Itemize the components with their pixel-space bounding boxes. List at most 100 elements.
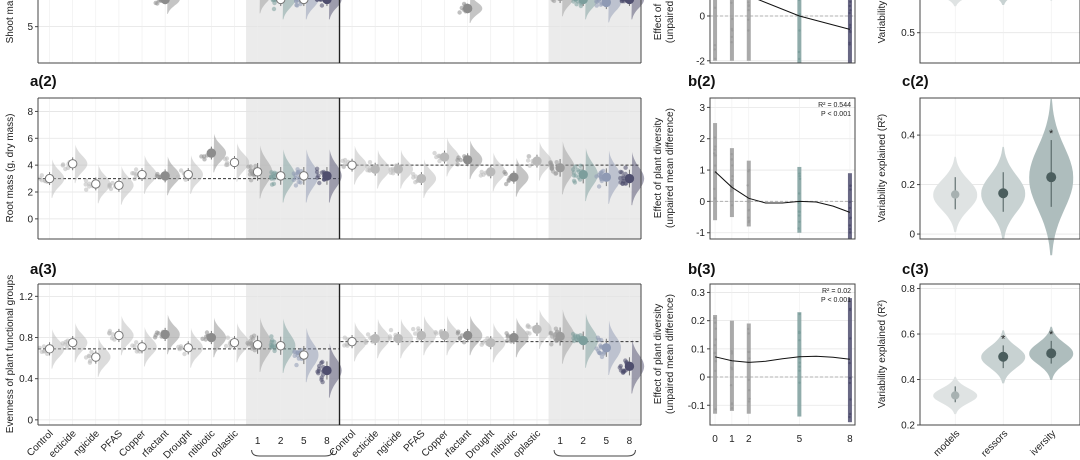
significance-star: * <box>1049 329 1054 341</box>
raw-point <box>314 169 320 175</box>
data-point-column <box>797 166 802 233</box>
raw-point <box>554 160 559 165</box>
x-tick-label: 5 <box>604 436 610 447</box>
y-tick-label: 0.4 <box>901 375 915 386</box>
raw-point <box>459 5 464 11</box>
mean-point <box>439 330 450 341</box>
data-point <box>747 18 750 21</box>
data-point <box>747 209 750 212</box>
mean-point <box>555 163 565 173</box>
raw-point <box>225 335 230 340</box>
raw-point <box>342 335 347 340</box>
data-point <box>747 389 751 392</box>
mean-point <box>1046 172 1057 183</box>
violin-shape <box>492 152 506 192</box>
y-tick-label: 0.2 <box>901 421 915 432</box>
violin-shape <box>446 137 460 177</box>
violin-shape <box>515 317 529 358</box>
raw-point <box>413 331 418 336</box>
data-point <box>798 339 801 342</box>
raw-point <box>269 339 274 345</box>
mean-point <box>160 171 170 181</box>
violin-shape <box>74 322 88 363</box>
plot-frame <box>709 97 856 240</box>
raw-point <box>571 167 576 172</box>
data-point <box>849 216 852 219</box>
raw-point <box>365 168 370 173</box>
raw-point <box>458 157 463 163</box>
raw-point <box>314 0 320 2</box>
data-point <box>730 402 734 405</box>
data-point <box>714 145 717 148</box>
mean-point <box>276 0 286 5</box>
x-tick-label: 8 <box>627 436 633 447</box>
y-tick-label: 0.4 <box>901 131 915 142</box>
mean-point <box>951 190 960 199</box>
violin-shape <box>469 140 483 180</box>
data-point <box>713 148 716 151</box>
mean-point <box>44 173 55 184</box>
y-tick-label: 4 <box>27 161 33 172</box>
x-tick-label: iversity <box>1029 428 1059 458</box>
raw-point <box>527 163 532 168</box>
raw-point <box>437 158 442 164</box>
raw-point <box>455 158 460 163</box>
panel-c3: * * 0.2 0.4 0.6 0.8 Variability explained (R²)… <box>877 283 1080 459</box>
y-axis-title: Variability <box>877 1 888 44</box>
mean-point <box>578 169 588 180</box>
data-point <box>848 43 851 46</box>
data-point <box>849 337 852 340</box>
mean-point <box>299 0 309 5</box>
fit-curve <box>757 0 851 30</box>
data-point <box>797 210 801 213</box>
stat-p: P < 0.001 <box>821 111 851 118</box>
raw-point <box>342 343 347 348</box>
data-point <box>848 361 851 365</box>
mean-point <box>486 337 496 348</box>
raw-point <box>594 3 599 8</box>
raw-point <box>107 183 113 188</box>
data-point <box>849 184 852 187</box>
violin-shape <box>585 313 598 368</box>
violin-shape <box>305 149 319 203</box>
data-point-column <box>729 320 734 411</box>
mean-point <box>624 0 635 5</box>
raw-point <box>249 342 254 348</box>
y-tick-label: 6 <box>27 134 33 145</box>
data-point-column <box>847 173 852 239</box>
violin-shape <box>259 0 269 14</box>
y-tick-label: 2 <box>27 188 33 199</box>
data-point <box>797 214 801 217</box>
violin-shape <box>469 0 483 24</box>
raw-point <box>388 167 393 172</box>
mean-point <box>137 342 147 352</box>
mean-point <box>91 179 101 189</box>
mean-point <box>601 172 612 182</box>
mean-point <box>252 340 263 350</box>
raw-point <box>154 330 160 335</box>
panel-label-a3: a(3) <box>30 261 57 278</box>
mean-point <box>370 333 380 344</box>
violin-shape <box>282 318 296 373</box>
raw-point <box>596 348 601 354</box>
data-point <box>731 29 734 32</box>
panel-c1: 0.5 Variability <box>877 0 1080 64</box>
data-point <box>798 177 802 181</box>
data-point <box>713 136 717 139</box>
data-point <box>730 153 733 156</box>
x-tick-label: ressors <box>979 428 1010 459</box>
significance-star: * <box>1001 333 1006 345</box>
data-point <box>731 164 734 167</box>
raw-point <box>248 338 253 343</box>
mean-point <box>439 152 450 162</box>
raw-point <box>223 343 229 349</box>
data-point <box>797 201 800 204</box>
x-tick-label: models <box>932 428 963 459</box>
data-point <box>798 220 801 223</box>
mean-point <box>67 159 78 169</box>
panel-c2: * 0 0.2 0.4 Variability explained (R²) <box>877 97 1080 256</box>
mean-point <box>276 341 286 351</box>
plot-background <box>710 98 855 239</box>
data-point <box>747 1 750 4</box>
raw-point <box>367 160 373 165</box>
